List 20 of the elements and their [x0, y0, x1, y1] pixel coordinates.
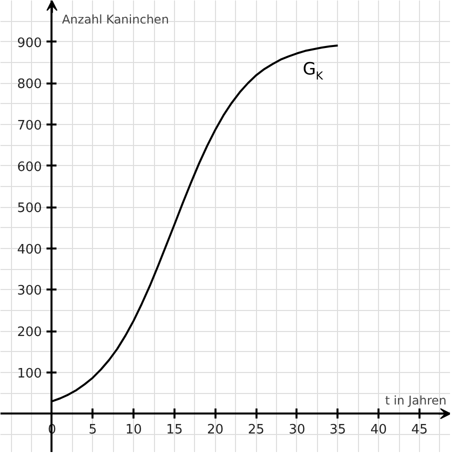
y-tick-label: 600: [17, 160, 42, 175]
x-axis-title: t in Jahren: [385, 394, 447, 408]
x-tick-label: 5: [88, 422, 97, 438]
x-tick-label: 30: [288, 422, 306, 438]
x-tick-label: 20: [207, 422, 224, 438]
y-tick-label: 300: [17, 284, 42, 299]
x-tick-label: 40: [370, 422, 387, 438]
y-tick-label: 200: [17, 325, 42, 340]
y-tick-label: 800: [17, 77, 42, 92]
y-tick-label: 100: [17, 366, 42, 382]
y-tick-label: 500: [17, 201, 42, 216]
y-axis-title: Anzahl Kaninchen: [62, 12, 169, 26]
y-tick-label: 700: [17, 118, 42, 134]
y-tick-label: 900: [17, 36, 42, 51]
x-tick-label: 10: [125, 422, 142, 438]
x-tick-label: 35: [330, 422, 346, 438]
x-tick-label: 45: [411, 422, 428, 438]
y-tick-label: 400: [17, 242, 42, 258]
x-tick-label: 15: [166, 422, 183, 438]
x-tick-label: 25: [248, 422, 264, 438]
